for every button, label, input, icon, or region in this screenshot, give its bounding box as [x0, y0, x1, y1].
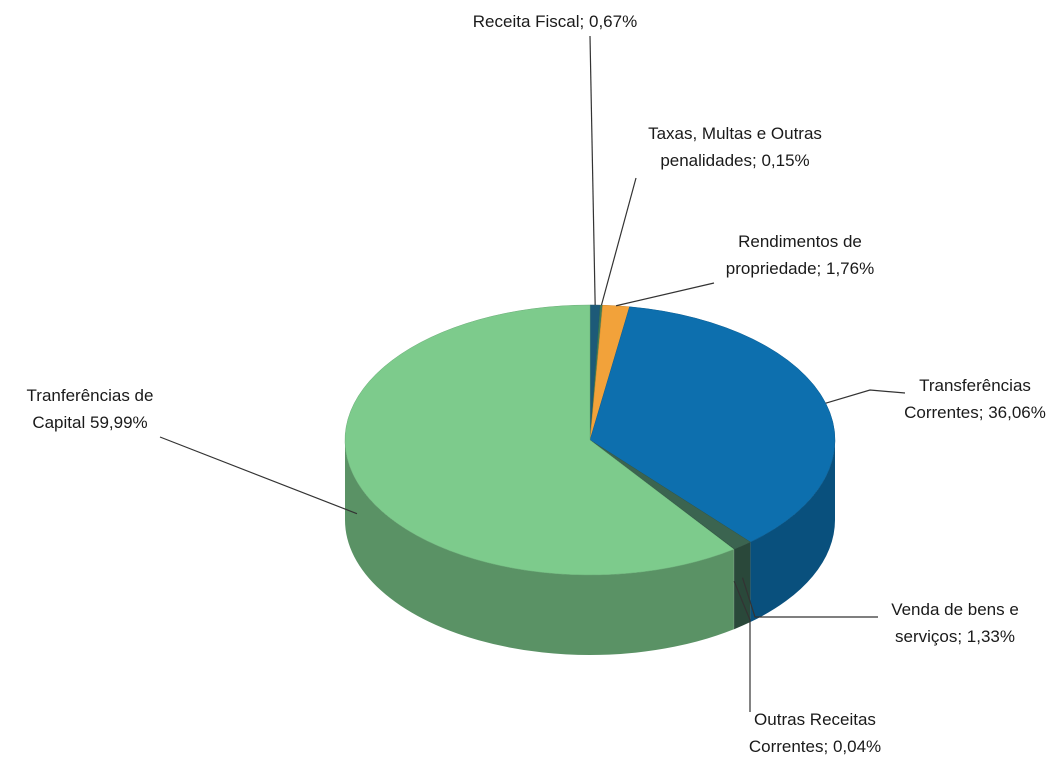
data-label: Rendimentos de propriedade; 1,76%: [700, 228, 900, 282]
leader-line: [733, 580, 751, 712]
label-name: Tranferências de Capital: [26, 386, 154, 432]
label-value: 0,04%: [832, 737, 882, 756]
slice-side: [345, 440, 734, 656]
label-value: 36,06%: [988, 403, 1046, 422]
leader-line: [615, 282, 715, 307]
label-name: Rendimentos de propriedade;: [725, 232, 862, 278]
data-label: Tranferências de Capital 59,99%: [5, 382, 175, 436]
label-value: 1,33%: [966, 627, 1015, 646]
leader-line: [159, 436, 358, 515]
label-name: Taxas, Multas e Outras penalidades;: [648, 124, 822, 170]
label-name: Outras Receitas Correntes;: [748, 710, 876, 756]
leader-line: [589, 35, 596, 306]
leader-line: [600, 177, 637, 306]
label-value: 1,76%: [826, 259, 875, 278]
data-label: Venda de bens e serviços; 1,33%: [860, 596, 1050, 650]
label-value: 0,67%: [589, 12, 638, 31]
label-value: 0,15%: [761, 151, 810, 170]
slice-side: [750, 440, 835, 623]
slice: [589, 306, 836, 543]
label-value: 59,99%: [89, 413, 148, 432]
data-label: Receita Fiscal; 0,67%: [455, 8, 655, 35]
label-name: Transferências Correntes;: [904, 376, 1031, 422]
slice: [344, 304, 735, 576]
data-label: Taxas, Multas e Outras penalidades; 0,15…: [615, 120, 855, 174]
slice-side: [734, 542, 751, 630]
leader-line: [741, 577, 878, 618]
data-label: Transferências Correntes; 36,06%: [890, 372, 1060, 426]
label-name: Venda de bens e serviços;: [891, 600, 1019, 646]
label-name: Receita Fiscal;: [472, 12, 585, 31]
leader-line: [825, 389, 906, 404]
data-label: Outras Receitas Correntes; 0,04%: [720, 706, 910, 760]
